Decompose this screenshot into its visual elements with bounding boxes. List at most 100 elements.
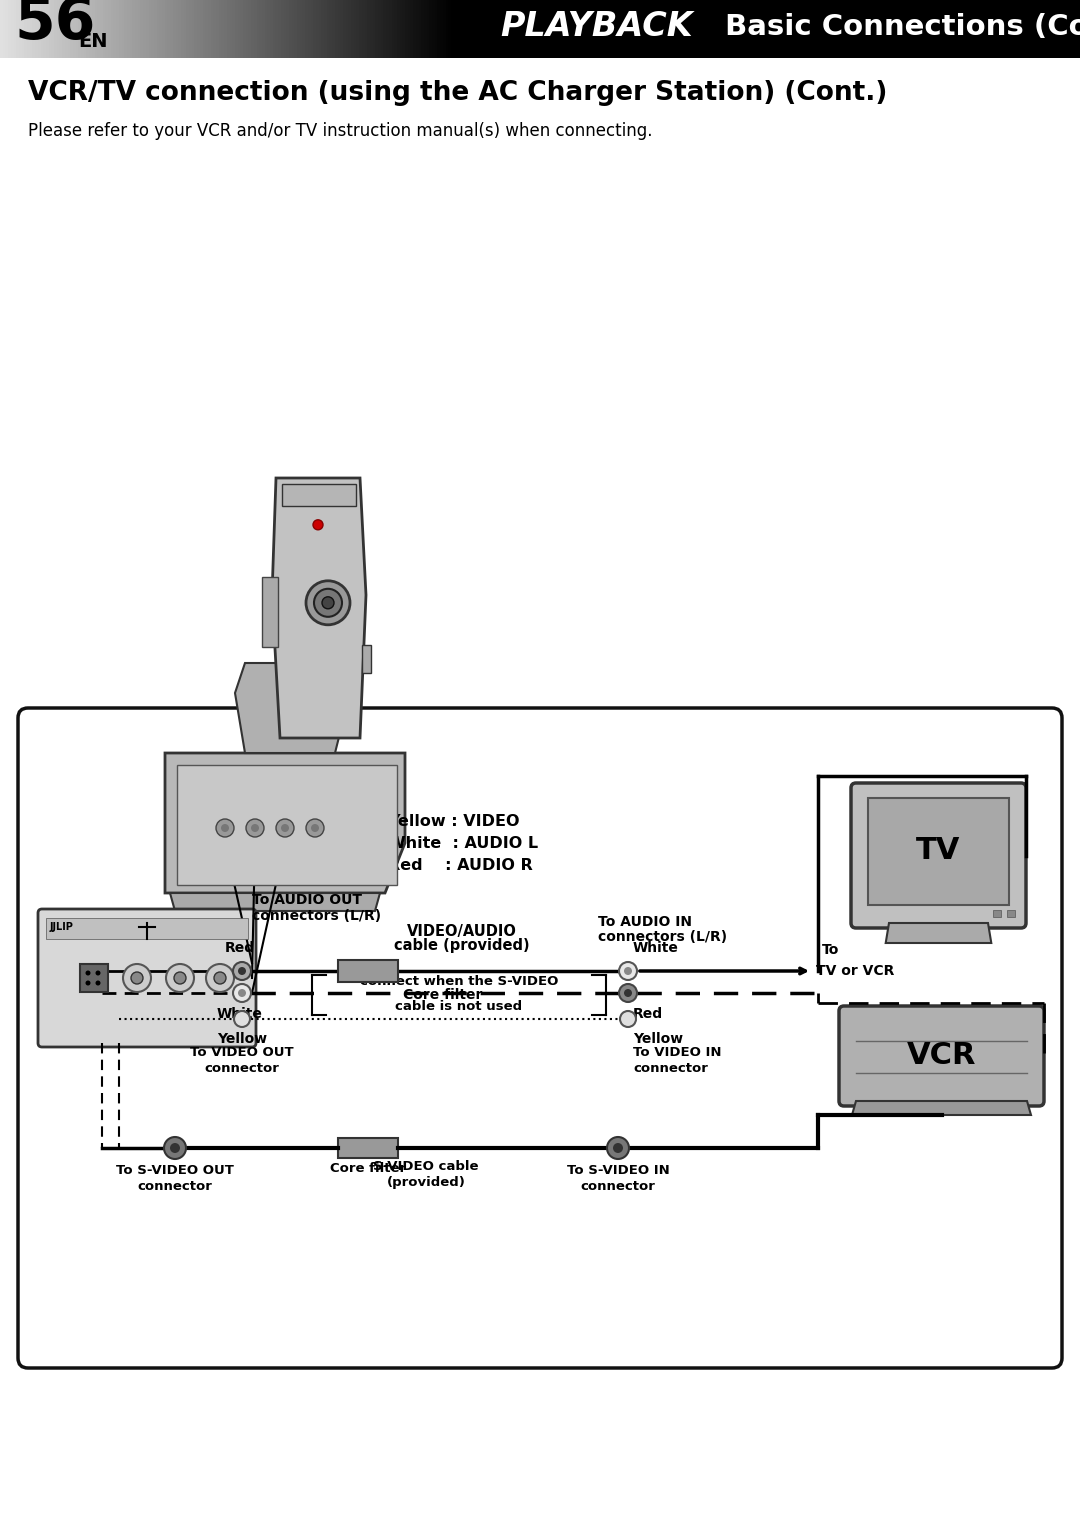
Bar xyxy=(157,0,160,58)
Text: connector: connector xyxy=(137,1180,213,1193)
FancyBboxPatch shape xyxy=(38,909,256,1047)
Bar xyxy=(457,0,460,58)
Bar xyxy=(805,0,808,58)
Bar xyxy=(340,0,343,58)
Bar xyxy=(1034,0,1038,58)
Bar xyxy=(945,0,948,58)
Circle shape xyxy=(166,964,194,992)
Circle shape xyxy=(123,964,151,992)
Bar xyxy=(67,0,71,58)
Text: connector: connector xyxy=(204,1062,280,1075)
Bar xyxy=(9,0,12,58)
Bar xyxy=(902,0,905,58)
Bar xyxy=(227,0,230,58)
Bar xyxy=(648,0,651,58)
Polygon shape xyxy=(272,478,366,737)
Circle shape xyxy=(164,1137,186,1159)
Text: cable is not used: cable is not used xyxy=(395,1000,523,1013)
Bar xyxy=(894,0,897,58)
Bar xyxy=(338,960,399,983)
Bar xyxy=(819,0,822,58)
Text: To: To xyxy=(822,943,839,957)
Circle shape xyxy=(314,589,342,616)
Bar xyxy=(5,0,9,58)
Bar xyxy=(516,0,519,58)
Bar xyxy=(639,0,644,58)
Bar xyxy=(621,0,624,58)
Bar xyxy=(229,0,233,58)
Bar xyxy=(592,0,595,58)
Bar xyxy=(1015,0,1018,58)
Bar xyxy=(423,0,428,58)
Bar xyxy=(732,0,735,58)
Bar xyxy=(383,0,387,58)
Bar xyxy=(1058,0,1062,58)
Bar xyxy=(63,0,66,58)
Bar xyxy=(862,0,865,58)
Bar xyxy=(637,0,640,58)
Bar xyxy=(140,0,144,58)
Bar xyxy=(538,0,541,58)
Bar xyxy=(262,576,278,647)
Circle shape xyxy=(276,819,294,837)
Text: To S-VIDEO IN: To S-VIDEO IN xyxy=(567,1164,670,1177)
Bar xyxy=(300,0,303,58)
Bar xyxy=(430,0,433,58)
Circle shape xyxy=(624,967,632,975)
Bar xyxy=(689,0,692,58)
Bar xyxy=(616,0,619,58)
Bar xyxy=(181,0,185,58)
Bar xyxy=(261,0,266,58)
Bar xyxy=(359,0,363,58)
Bar xyxy=(778,0,781,58)
Bar xyxy=(888,0,892,58)
Bar xyxy=(667,0,671,58)
Bar xyxy=(281,0,284,58)
Bar xyxy=(718,0,721,58)
Circle shape xyxy=(607,1137,629,1159)
Bar xyxy=(551,0,554,58)
Bar xyxy=(877,0,881,58)
Bar xyxy=(734,0,738,58)
Bar xyxy=(235,0,239,58)
Bar xyxy=(697,0,700,58)
Bar xyxy=(664,0,667,58)
Bar xyxy=(797,0,800,58)
Bar xyxy=(659,0,662,58)
Bar xyxy=(632,0,635,58)
Bar xyxy=(427,0,430,58)
Bar xyxy=(913,0,916,58)
Bar xyxy=(86,0,90,58)
Circle shape xyxy=(170,1144,180,1153)
Bar xyxy=(434,0,438,58)
Circle shape xyxy=(233,984,251,1003)
Text: To VIDEO OUT: To VIDEO OUT xyxy=(190,1046,294,1059)
Bar xyxy=(545,0,549,58)
Text: Core filter: Core filter xyxy=(403,987,483,1003)
Bar xyxy=(801,0,806,58)
Circle shape xyxy=(233,963,251,980)
Bar xyxy=(76,0,79,58)
Bar xyxy=(794,0,797,58)
Bar xyxy=(35,0,39,58)
Bar xyxy=(963,0,968,58)
Bar xyxy=(214,0,217,58)
Bar xyxy=(329,0,333,58)
Bar xyxy=(464,0,468,58)
Bar xyxy=(52,0,55,58)
Text: TV or VCR: TV or VCR xyxy=(816,964,894,978)
Bar xyxy=(1037,0,1040,58)
Bar xyxy=(715,0,719,58)
Bar xyxy=(410,0,414,58)
Bar xyxy=(389,0,392,58)
Bar xyxy=(218,0,222,58)
Bar xyxy=(529,0,532,58)
Bar xyxy=(1039,0,1043,58)
Bar xyxy=(559,0,563,58)
Bar xyxy=(16,0,19,58)
Bar xyxy=(387,0,390,58)
Polygon shape xyxy=(235,662,350,753)
Bar xyxy=(594,0,597,58)
Bar xyxy=(942,0,946,58)
Bar xyxy=(70,0,73,58)
